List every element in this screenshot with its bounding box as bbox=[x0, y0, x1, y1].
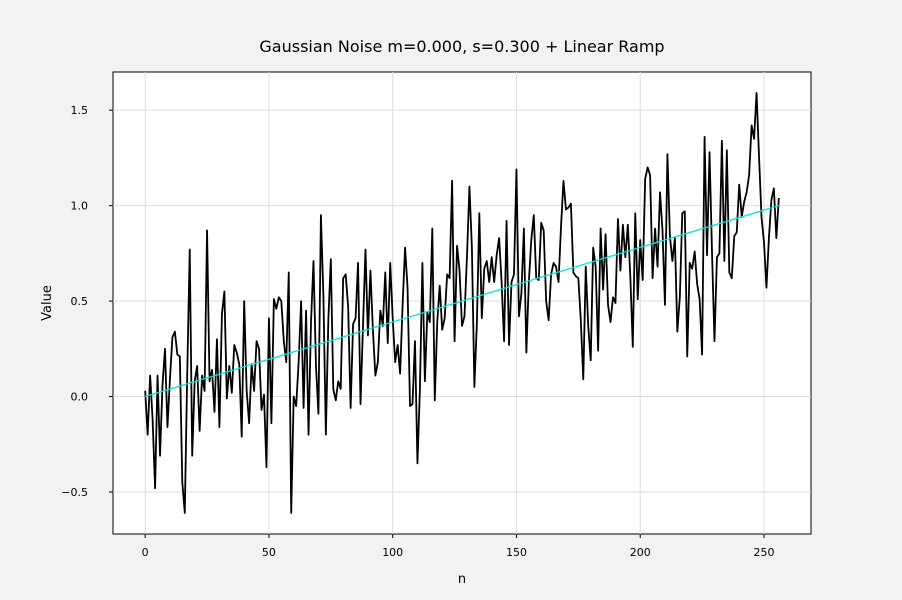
chart-title: Gaussian Noise m=0.000, s=0.300 + Linear… bbox=[259, 37, 664, 56]
y-tick-label: −0.5 bbox=[61, 486, 88, 499]
plot-area bbox=[112, 71, 812, 535]
x-axis-label: n bbox=[458, 572, 466, 587]
x-tick-label: 250 bbox=[753, 546, 774, 559]
y-axis-label: Value bbox=[40, 285, 55, 321]
x-tick-label: 50 bbox=[262, 546, 276, 559]
ramp-series-line bbox=[144, 205, 780, 398]
noise-series-line bbox=[144, 92, 780, 514]
x-tick-label: 0 bbox=[142, 546, 149, 559]
y-tick-label: 0.0 bbox=[71, 391, 89, 404]
x-tick-label: 150 bbox=[506, 546, 527, 559]
axis-ticks: 0 50 100 150 200 250 −0.5 0.0 0.5 1.0 1.5 bbox=[61, 104, 774, 559]
x-tick-label: 100 bbox=[382, 546, 403, 559]
y-tick-label: 1.5 bbox=[71, 104, 89, 117]
y-tick-label: 0.5 bbox=[71, 295, 89, 308]
series-layer bbox=[144, 92, 780, 514]
y-tick-label: 1.0 bbox=[71, 200, 89, 213]
x-tick-label: 200 bbox=[630, 546, 651, 559]
